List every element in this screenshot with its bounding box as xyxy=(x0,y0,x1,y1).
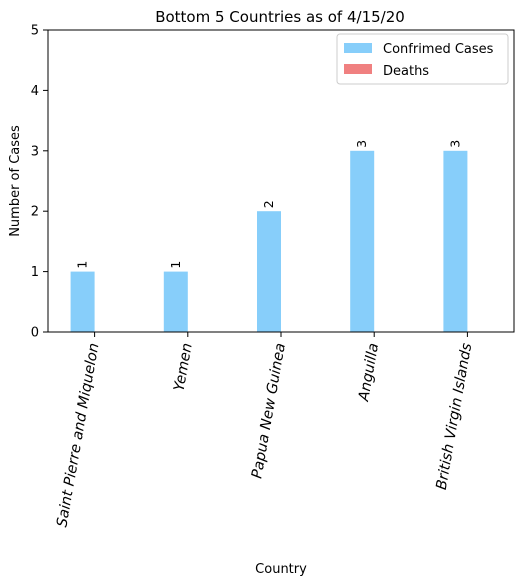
y-tick-label: 2 xyxy=(31,205,39,220)
bar-value-label: 2 xyxy=(261,200,276,208)
legend-label-confirmed: Confrimed Cases xyxy=(383,42,494,57)
x-axis-ticks: Saint Pierre and Miquelon Yemen Papua New … xyxy=(54,332,475,528)
y-tick-label: 0 xyxy=(31,326,39,341)
x-tick-label: Papua New Guinea xyxy=(249,342,289,480)
y-tick-label: 4 xyxy=(31,84,39,99)
y-tick-label: 5 xyxy=(31,24,39,39)
legend-label-deaths: Deaths xyxy=(383,64,429,79)
bar-confirmed xyxy=(257,211,281,332)
legend: Confrimed Cases Deaths xyxy=(337,34,508,84)
x-axis-label: Country xyxy=(255,562,307,577)
y-tick-label: 3 xyxy=(31,144,39,159)
y-axis-label: Number of Cases xyxy=(8,125,23,237)
x-tick-label: British Virgin Islands xyxy=(434,341,476,491)
bar-value-label: 3 xyxy=(447,140,462,148)
bar-confirmed xyxy=(164,272,188,332)
legend-swatch-confirmed xyxy=(344,43,372,53)
bar-confirmed xyxy=(443,151,467,332)
x-tick-label: Saint Pierre and Miquelon xyxy=(54,342,102,529)
legend-swatch-deaths xyxy=(344,64,372,74)
chart-title: Bottom 5 Countries as of 4/15/20 xyxy=(155,8,405,26)
x-tick-label: Anguilla xyxy=(356,342,382,403)
y-axis-ticks: 0 1 2 3 4 5 xyxy=(31,24,48,341)
y-tick-label: 1 xyxy=(31,265,39,280)
x-tick-label: Yemen xyxy=(172,342,196,392)
bar-confirmed xyxy=(350,151,374,332)
bar-value-label: 1 xyxy=(75,261,90,269)
bar-value-label: 1 xyxy=(168,261,183,269)
bar-confirmed xyxy=(71,272,95,332)
bar-series xyxy=(71,151,468,332)
bar-value-label: 3 xyxy=(354,140,369,148)
